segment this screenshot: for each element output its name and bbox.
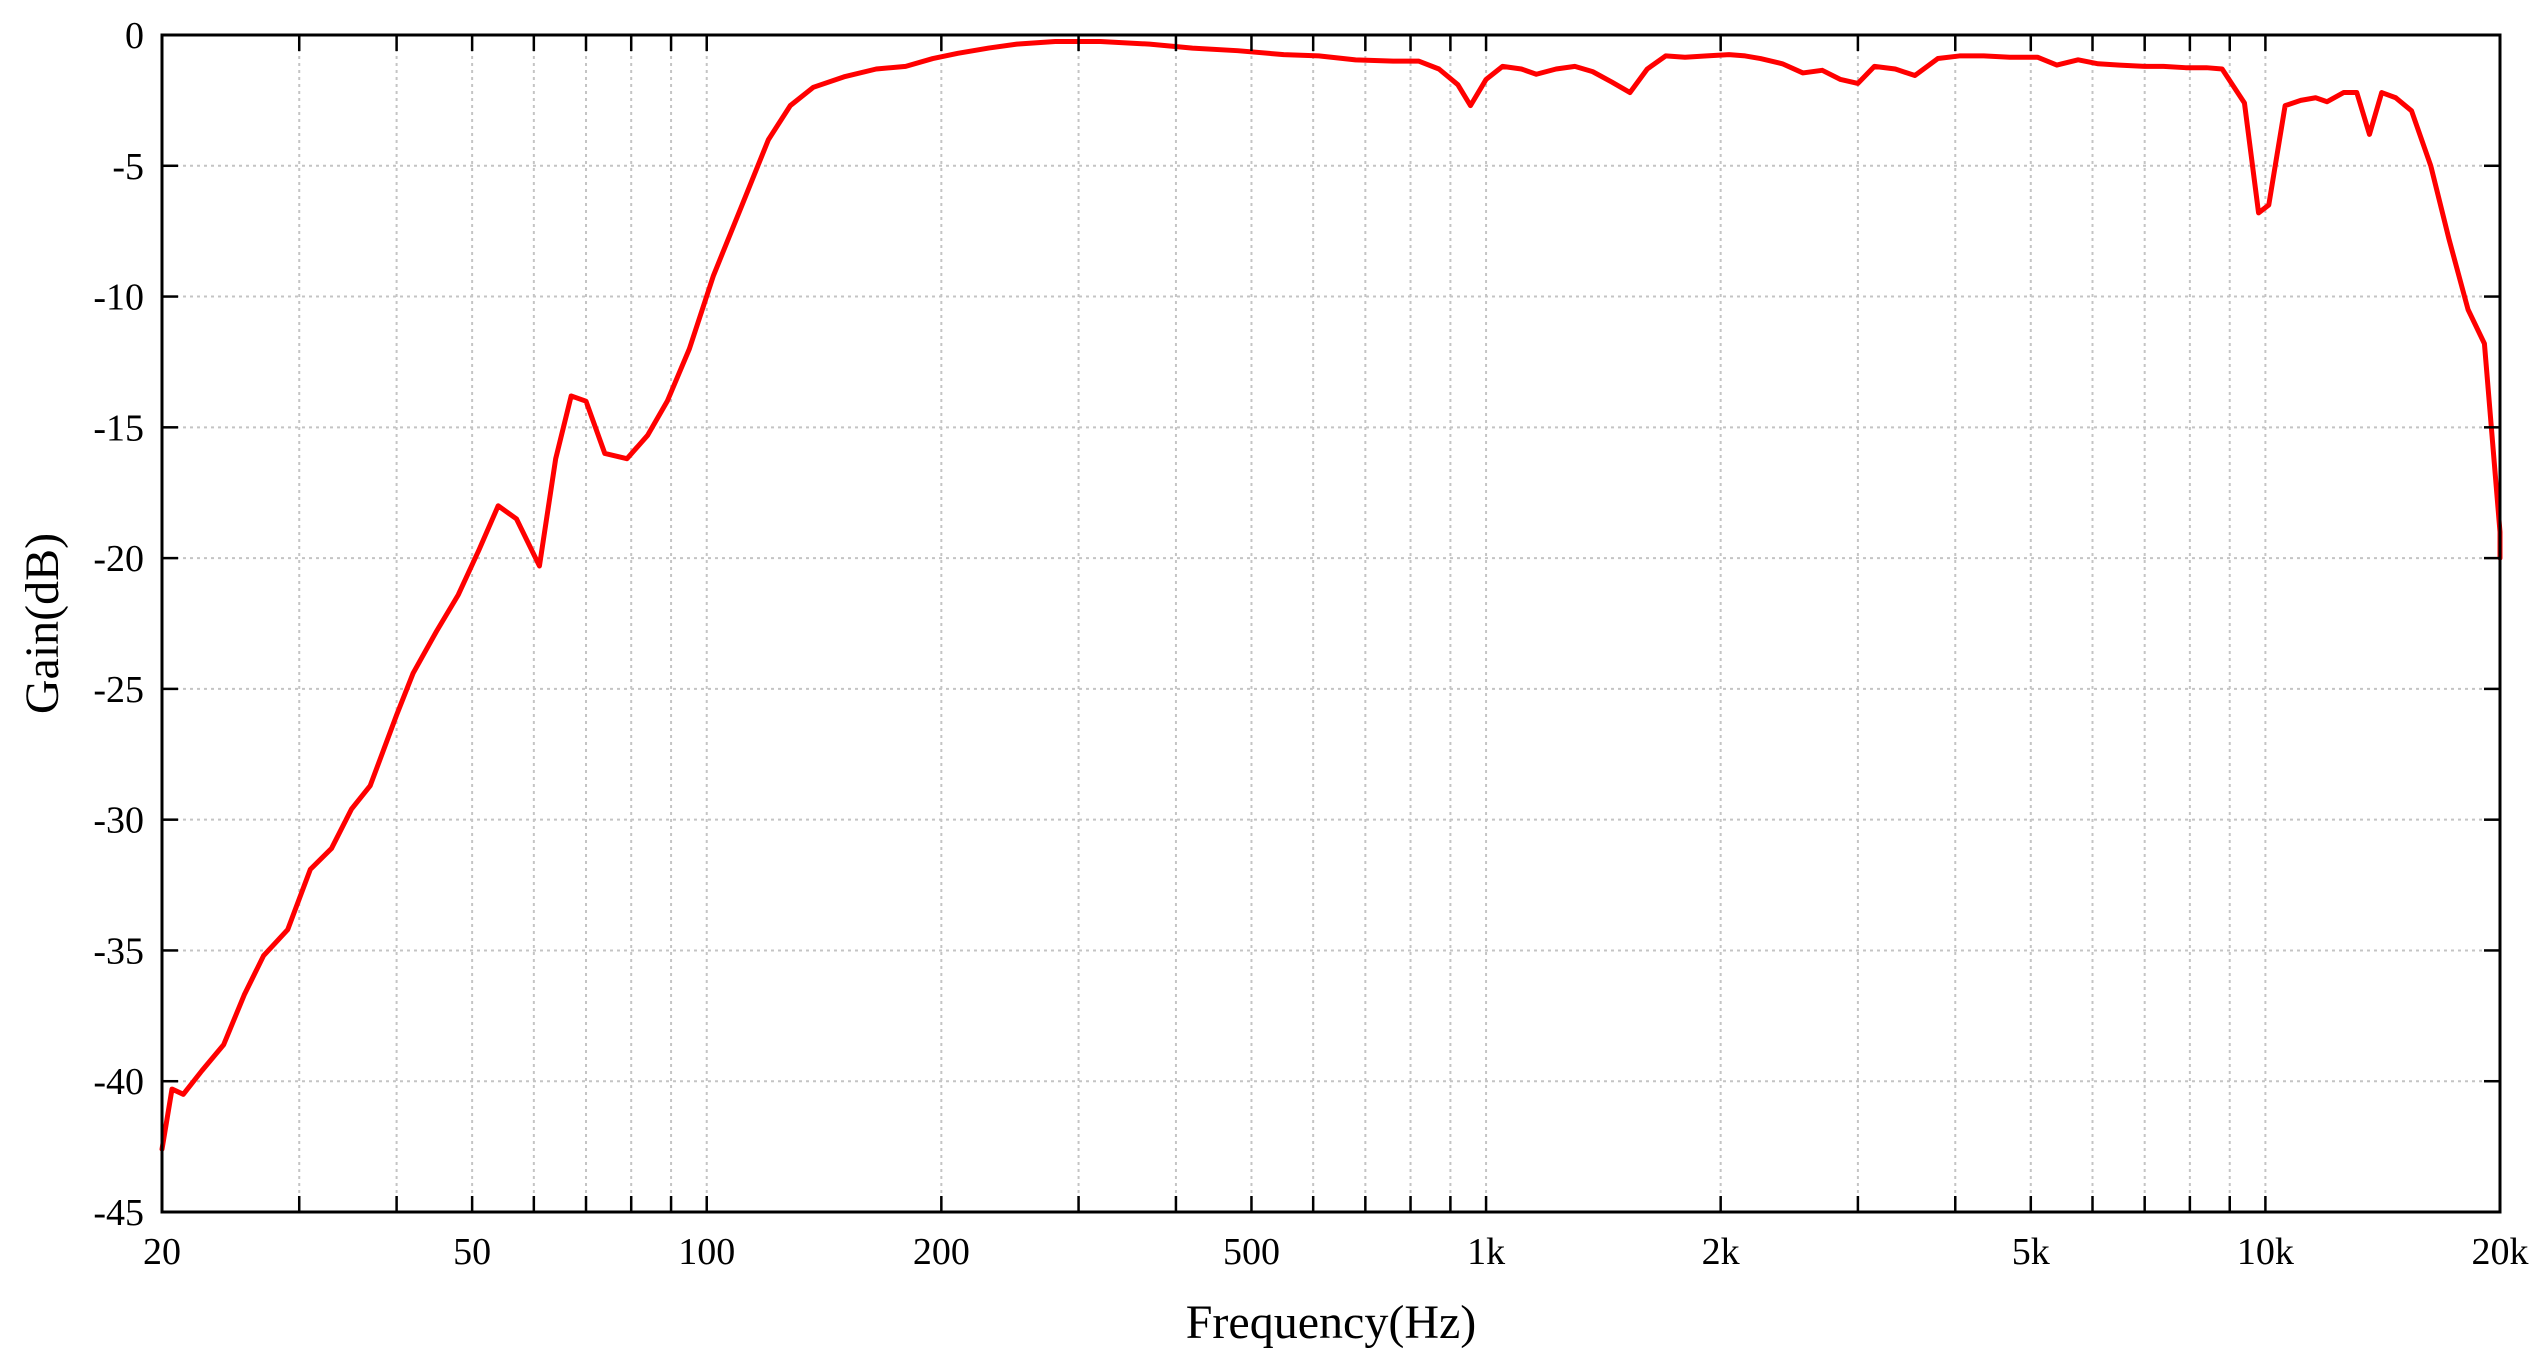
y-tick-label: -20 [93,538,144,580]
x-tick-label: 50 [453,1231,491,1273]
x-axis-title: Frequency(Hz) [1186,1296,1477,1349]
grid [162,35,2500,1212]
y-axis-title: Gain(dB) [16,533,69,714]
y-tick-label: 0 [125,15,144,57]
y-tick-label: -30 [93,800,144,842]
y-tick-label: -40 [93,1061,144,1103]
plot-frame [160,33,2502,1214]
x-tick-label: 20 [143,1231,181,1273]
x-tick-label: 5k [2012,1231,2050,1273]
x-tick-label: 100 [678,1231,735,1273]
y-tick-label: -25 [93,669,144,711]
series-line-1 [159,39,2503,1152]
y-tick-label: -10 [93,277,144,319]
x-tick-label: 500 [1223,1231,1280,1273]
series-layer [159,39,2503,1152]
axis-ticks [162,33,2500,1214]
y-tick-label: -45 [93,1192,144,1234]
y-tick-label: -15 [93,407,144,449]
x-tick-label: 2k [1702,1231,1740,1273]
x-tick-label: 10k [2237,1231,2294,1273]
y-tick-label: -35 [93,930,144,972]
y-tick-label: -5 [112,146,144,188]
x-tick-label: 1k [1467,1231,1505,1273]
x-tick-label: 20k [2472,1231,2529,1273]
x-tick-label: 200 [913,1231,970,1273]
